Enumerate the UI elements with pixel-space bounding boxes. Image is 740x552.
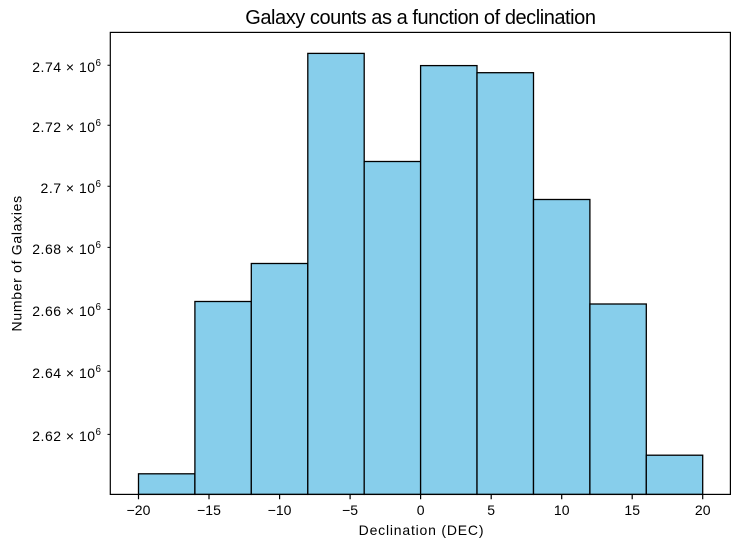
svg-text:Number of Galaxies: Number of Galaxies	[9, 195, 25, 331]
svg-text:−10: −10	[268, 502, 292, 518]
svg-text:2.66 × 106: 2.66 × 106	[32, 302, 101, 319]
svg-text:−15: −15	[197, 502, 221, 518]
svg-text:2.7 × 106: 2.7 × 106	[41, 179, 102, 196]
svg-text:2.72 × 106: 2.72 × 106	[32, 118, 101, 135]
svg-text:2.68 × 106: 2.68 × 106	[32, 240, 101, 257]
svg-text:0: 0	[417, 502, 425, 518]
svg-text:5: 5	[487, 502, 495, 518]
svg-text:10: 10	[554, 502, 570, 518]
svg-text:2.74 × 106: 2.74 × 106	[32, 58, 101, 75]
svg-text:20: 20	[695, 502, 711, 518]
svg-text:Galaxy counts as a function of: Galaxy counts as a function of declinati…	[245, 7, 595, 29]
svg-text:2.64 × 106: 2.64 × 106	[32, 364, 101, 381]
svg-text:Declination (DEC): Declination (DEC)	[359, 522, 485, 538]
svg-text:15: 15	[624, 502, 640, 518]
svg-text:2.62 × 106: 2.62 × 106	[32, 427, 101, 444]
svg-text:−5: −5	[342, 502, 358, 518]
svg-text:−20: −20	[127, 502, 151, 518]
